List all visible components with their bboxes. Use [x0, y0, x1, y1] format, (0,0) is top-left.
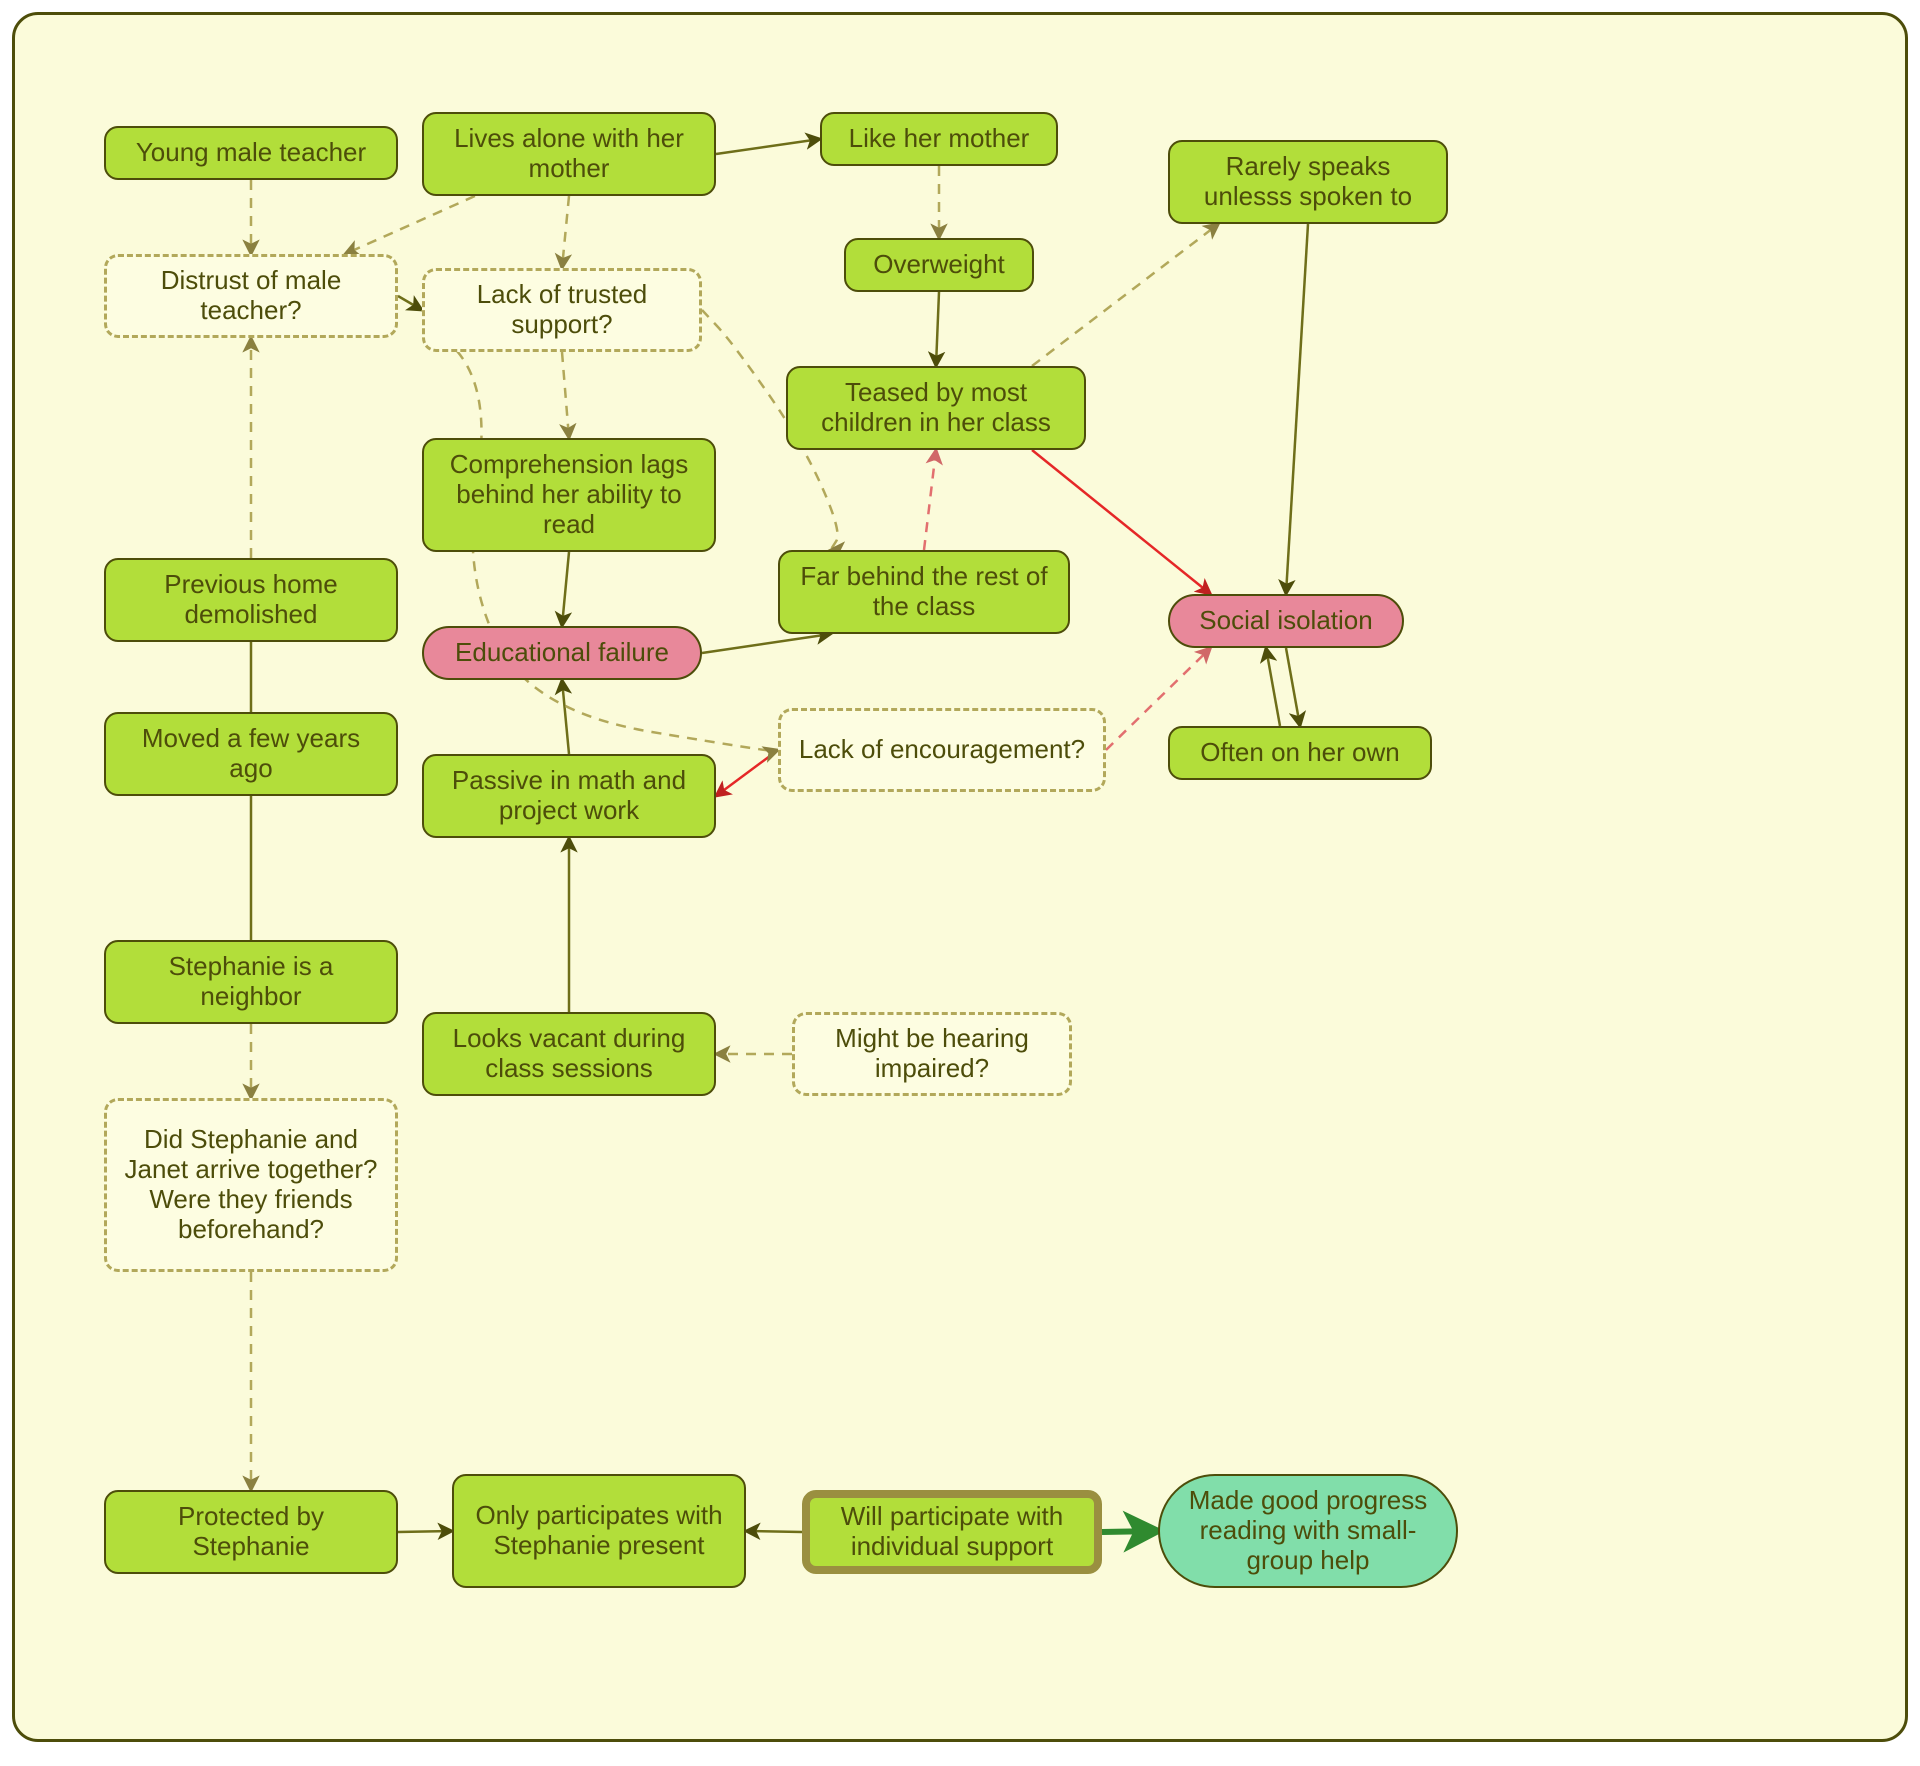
node-vacant: Looks vacant during class sessions — [422, 1012, 716, 1096]
node-lack_enc: Lack of encouragement? — [778, 708, 1106, 792]
node-moved: Moved a few years ago — [104, 712, 398, 796]
node-label: Stephanie is a neighbor — [120, 952, 382, 1012]
node-far_behind: Far behind the rest of the class — [778, 550, 1070, 634]
node-young_teacher: Young male teacher — [104, 126, 398, 180]
node-lives_mother: Lives alone with her mother — [422, 112, 716, 196]
node-label: Moved a few years ago — [120, 724, 382, 784]
node-label: Passive in math and project work — [438, 766, 700, 826]
node-label: Lack of encouragement? — [799, 735, 1085, 765]
node-social_iso: Social isolation — [1168, 594, 1404, 648]
node-lack_support: Lack of trusted support? — [422, 268, 702, 352]
node-label: Rarely speaks unlesss spoken to — [1184, 152, 1432, 212]
node-will_part: Will participate with individual support — [802, 1490, 1102, 1574]
node-edu_fail: Educational failure — [422, 626, 702, 680]
node-protected: Protected by Stephanie — [104, 1490, 398, 1574]
node-label: Did Stephanie and Janet arrive together?… — [121, 1125, 381, 1245]
node-label: Young male teacher — [136, 138, 366, 168]
node-label: Comprehension lags behind her ability to… — [438, 450, 700, 540]
node-comprehension: Comprehension lags behind her ability to… — [422, 438, 716, 552]
node-label: Distrust of male teacher? — [121, 266, 381, 326]
node-arrive_together: Did Stephanie and Janet arrive together?… — [104, 1098, 398, 1272]
node-label: Might be hearing impaired? — [809, 1024, 1055, 1084]
node-label: Far behind the rest of the class — [794, 562, 1054, 622]
node-label: Protected by Stephanie — [120, 1502, 382, 1562]
node-label: Teased by most children in her class — [802, 378, 1070, 438]
node-stephanie_neigh: Stephanie is a neighbor — [104, 940, 398, 1024]
node-rarely_speaks: Rarely speaks unlesss spoken to — [1168, 140, 1448, 224]
node-overweight: Overweight — [844, 238, 1034, 292]
node-prev_home: Previous home demolished — [104, 558, 398, 642]
node-hearing: Might be hearing impaired? — [792, 1012, 1072, 1096]
node-passive: Passive in math and project work — [422, 754, 716, 838]
node-often_own: Often on her own — [1168, 726, 1432, 780]
node-label: Often on her own — [1200, 738, 1399, 768]
node-progress: Made good progress reading with small-gr… — [1158, 1474, 1458, 1588]
node-label: Lack of trusted support? — [439, 280, 685, 340]
node-label: Looks vacant during class sessions — [438, 1024, 700, 1084]
node-only_part: Only participates with Stephanie present — [452, 1474, 746, 1588]
diagram-canvas: Young male teacher Lives alone with her m… — [12, 12, 1908, 1742]
node-label: Will participate with individual support — [824, 1502, 1080, 1562]
node-teased: Teased by most children in her class — [786, 366, 1086, 450]
node-label: Educational failure — [455, 638, 669, 668]
node-label: Lives alone with her mother — [438, 124, 700, 184]
node-label: Previous home demolished — [120, 570, 382, 630]
node-label: Only participates with Stephanie present — [468, 1501, 730, 1561]
node-label: Social isolation — [1199, 606, 1372, 636]
node-label: Overweight — [873, 250, 1005, 280]
node-label: Like her mother — [849, 124, 1030, 154]
node-label: Made good progress reading with small-gr… — [1174, 1486, 1442, 1576]
node-like_mother: Like her mother — [820, 112, 1058, 166]
node-distrust: Distrust of male teacher? — [104, 254, 398, 338]
